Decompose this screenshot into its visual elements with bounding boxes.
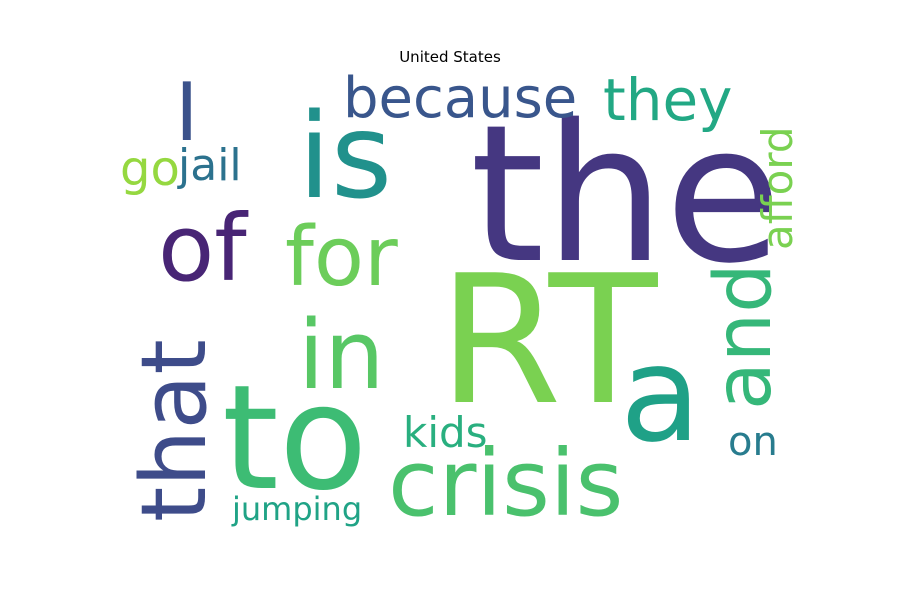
word-jail: jail bbox=[177, 140, 242, 191]
word-a: a bbox=[620, 318, 701, 472]
word-and: and bbox=[699, 263, 789, 410]
word-jumping: jumping bbox=[231, 490, 362, 528]
word-rt: RT bbox=[438, 237, 659, 444]
word-that: that bbox=[122, 339, 227, 522]
word-i: I bbox=[175, 66, 199, 159]
word-for: for bbox=[285, 210, 398, 305]
word-on: on bbox=[728, 419, 778, 465]
word-is: is bbox=[298, 87, 392, 225]
word-in: in bbox=[298, 301, 385, 411]
word-to: to bbox=[222, 354, 368, 523]
word-they: they bbox=[603, 66, 733, 134]
word-the: the bbox=[470, 84, 782, 305]
word-because: because bbox=[343, 66, 577, 131]
word-crisis: crisis bbox=[388, 430, 623, 537]
chart-title: United States bbox=[399, 48, 501, 66]
word-go: go bbox=[120, 141, 180, 197]
word-kids: kids bbox=[403, 408, 488, 457]
word-of: of bbox=[158, 195, 249, 302]
word-afford: afford bbox=[753, 126, 802, 250]
